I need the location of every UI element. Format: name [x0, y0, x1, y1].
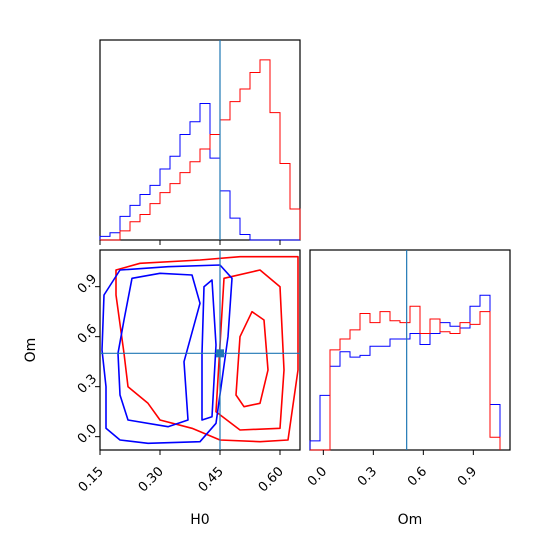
- panel-h0-hist: [99, 39, 301, 241]
- x-axis-label-om: Om: [398, 512, 423, 528]
- y-axis-label-om: Om: [23, 338, 39, 363]
- contour-blue-1: [117, 272, 201, 428]
- panel-om-hist: [309, 249, 511, 451]
- om-ytick-label-2: 0.6: [75, 322, 100, 347]
- contour-red-0: [115, 255, 299, 443]
- om-hist-red: [310, 305, 501, 451]
- om-ytick-label-0: 0.0: [75, 422, 100, 447]
- contour-blue-2: [201, 279, 217, 421]
- contour-blue-0: [101, 264, 233, 445]
- contour-red-2: [235, 310, 269, 408]
- truth-marker: [216, 349, 224, 358]
- h0-tick-label-1: 0.30: [136, 464, 167, 495]
- h0-tick-label-2: 0.45: [196, 464, 227, 495]
- panel-h0-om-contour: [99, 249, 301, 451]
- om-ytick-label-1: 0.3: [75, 372, 100, 397]
- x-axis-label-h0: H0: [190, 512, 209, 528]
- om-tick-label-2: 0.6: [405, 464, 430, 489]
- om-tick-label-1: 0.3: [355, 464, 380, 489]
- h0-tick-label-0: 0.15: [76, 464, 107, 495]
- om-tick-label-0: 0.0: [305, 464, 330, 489]
- om-hist-blue: [309, 294, 501, 450]
- h0-hist-blue: [99, 103, 300, 241]
- om-tick-label-3: 0.9: [455, 464, 480, 489]
- h0-hist-red: [100, 59, 301, 241]
- h0-tick-label-3: 0.60: [256, 464, 287, 495]
- om-ytick-label-3: 0.9: [75, 272, 100, 297]
- contour-red-1: [215, 269, 285, 431]
